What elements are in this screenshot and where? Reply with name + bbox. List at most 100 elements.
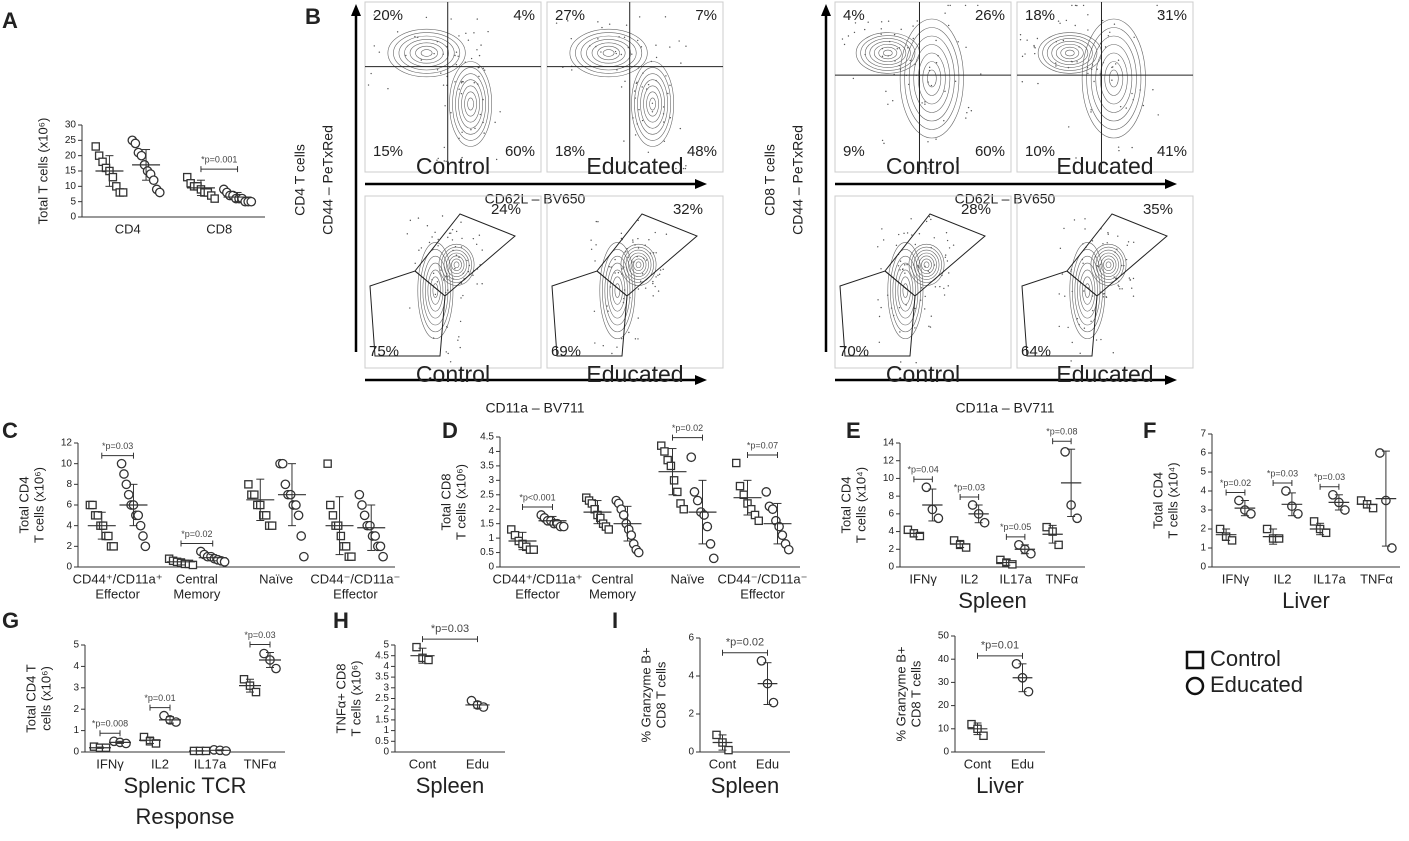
event-dot <box>1125 107 1127 109</box>
x-tick-label: CD44⁻/CD11a⁻ <box>717 571 807 586</box>
contour <box>1064 49 1075 57</box>
x-axis-label: Spleen <box>711 773 780 798</box>
event-dot <box>370 72 372 75</box>
event-dot <box>944 254 947 256</box>
contour <box>1074 255 1101 326</box>
event-dot <box>665 75 667 77</box>
event-dot <box>925 220 928 223</box>
y-tick-label: 7 <box>1200 429 1206 440</box>
y-tick-label: 2 <box>1200 524 1206 535</box>
event-dot <box>684 167 687 170</box>
event-dot <box>616 346 618 348</box>
x-axis-label: Liver <box>976 773 1024 798</box>
event-dot <box>633 90 636 92</box>
data-point <box>261 511 271 520</box>
data-point <box>359 510 370 521</box>
contour <box>398 35 455 71</box>
event-dot <box>473 82 475 84</box>
event-dot <box>647 83 650 86</box>
event-dot <box>473 32 475 34</box>
contour <box>458 79 483 129</box>
event-dot <box>1087 14 1089 16</box>
event-dot <box>1082 262 1084 265</box>
y-tick-label: 5 <box>73 640 79 651</box>
x-axis-label: Splenic TCR <box>123 773 246 798</box>
contour <box>908 35 955 122</box>
y-axis-label: Total T cells (x10⁶) <box>35 118 50 225</box>
event-dot <box>447 352 449 355</box>
event-dot <box>1034 52 1036 55</box>
event-dot <box>450 112 452 114</box>
y-tick-label: 5 <box>1200 467 1206 478</box>
contour <box>1060 46 1080 60</box>
event-dot <box>977 4 979 7</box>
event-dot <box>947 24 950 27</box>
event-dot <box>1117 59 1120 61</box>
event-dot <box>912 25 914 27</box>
event-dot <box>620 53 623 56</box>
event-dot <box>880 21 883 23</box>
y-tick-label: 0 <box>688 747 694 758</box>
event-dot <box>470 129 472 131</box>
event-dot <box>409 307 411 309</box>
y-axis-label: Total CD4 <box>1150 472 1165 529</box>
event-dot <box>928 216 931 218</box>
x-tick-label: CD44⁺/CD11a⁺ <box>73 571 163 586</box>
event-dot <box>665 233 668 235</box>
event-dot <box>918 233 921 235</box>
event-dot <box>1021 81 1023 83</box>
event-dot <box>880 306 882 309</box>
contour <box>1104 61 1124 96</box>
data-point <box>296 531 307 541</box>
event-dot <box>1118 149 1120 152</box>
event-dot <box>901 268 904 271</box>
contour <box>633 258 644 271</box>
data-point <box>271 663 281 674</box>
event-dot <box>437 245 439 247</box>
x-tick-label: IL2 <box>151 756 169 771</box>
event-dot <box>487 30 489 33</box>
event-dot <box>1065 19 1068 22</box>
y-tick-label: 10 <box>61 458 73 469</box>
event-dot <box>930 218 932 221</box>
y-tick-label: 12 <box>883 455 895 466</box>
event-dot <box>878 341 881 344</box>
event-dot <box>898 307 901 309</box>
contour <box>908 243 945 286</box>
event-dot <box>597 38 599 40</box>
event-dot <box>645 259 648 261</box>
contour <box>1095 44 1133 113</box>
contour <box>628 252 649 277</box>
event-dot <box>921 102 923 104</box>
event-dot <box>472 274 474 277</box>
event-dot <box>1117 235 1119 237</box>
contour <box>387 28 466 78</box>
y-tick-label: 2 <box>383 704 389 715</box>
contour <box>1098 252 1119 277</box>
event-dot <box>437 157 439 160</box>
event-dot <box>852 77 855 80</box>
contour <box>455 73 486 135</box>
event-dot <box>1071 341 1073 344</box>
p-value: *p=0.03 <box>431 623 469 635</box>
data-point <box>633 547 644 558</box>
x-tick-label: TNFα <box>1360 571 1393 586</box>
contour <box>591 42 626 64</box>
contour <box>409 42 444 64</box>
event-dot <box>1063 227 1065 230</box>
event-dot <box>1096 68 1098 70</box>
data-point <box>679 504 689 514</box>
event-dot <box>881 55 884 58</box>
event-dot <box>1117 146 1120 148</box>
event-dot <box>883 142 885 145</box>
event-dot <box>1160 11 1163 14</box>
contour <box>430 276 441 305</box>
quadrant-percent: 31% <box>1157 7 1187 24</box>
event-dot <box>1101 19 1104 22</box>
contour <box>1077 262 1098 319</box>
event-dot <box>1132 241 1135 243</box>
event-dot <box>460 82 463 84</box>
event-dot <box>898 233 900 236</box>
x-tick-label: Effector <box>95 586 140 601</box>
plot-frame <box>546 195 724 369</box>
